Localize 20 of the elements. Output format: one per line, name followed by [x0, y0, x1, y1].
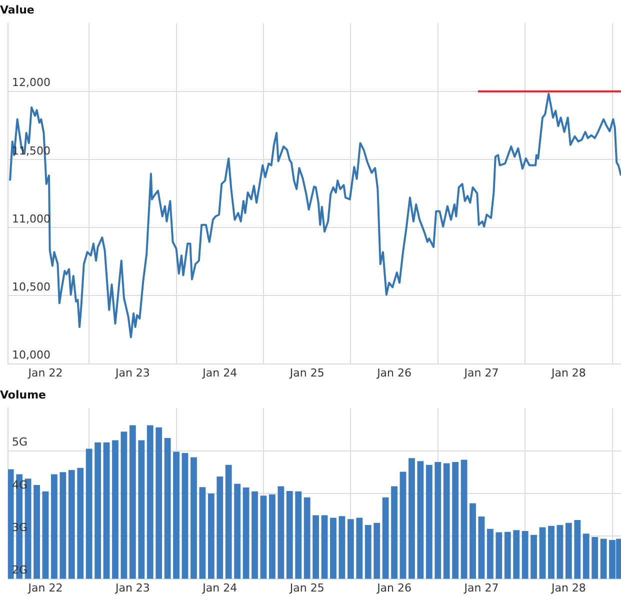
x-tick-label: Jan 23 [114, 581, 150, 594]
y-tick-label: 10,000 [12, 348, 50, 362]
chart-title: Volume [0, 388, 46, 402]
y-tick-label: 5G [12, 436, 28, 449]
x-tick-label: Jan 28 [550, 366, 586, 380]
x-tick-label: Jan 22 [27, 366, 63, 380]
x-tick-label: Jan 27 [463, 581, 499, 594]
x-tick-label: Jan 22 [27, 581, 63, 594]
x-tick-label: Jan 25 [288, 366, 324, 380]
x-tick-label: Jan 26 [376, 366, 412, 380]
x-tick-label: Jan 24 [202, 366, 238, 380]
x-tick-label: Jan 25 [288, 581, 324, 594]
x-tick-label: Jan 27 [463, 366, 499, 380]
x-tick-label: Jan 26 [376, 581, 412, 594]
y-tick-label: 10,500 [12, 280, 50, 294]
x-tick-label: Jan 24 [202, 581, 238, 594]
x-tick-label: Jan 23 [114, 366, 150, 380]
y-tick-label: 12,000 [12, 76, 50, 90]
x-tick-label: Jan 28 [550, 581, 586, 594]
chart-title: Value [0, 3, 34, 16]
